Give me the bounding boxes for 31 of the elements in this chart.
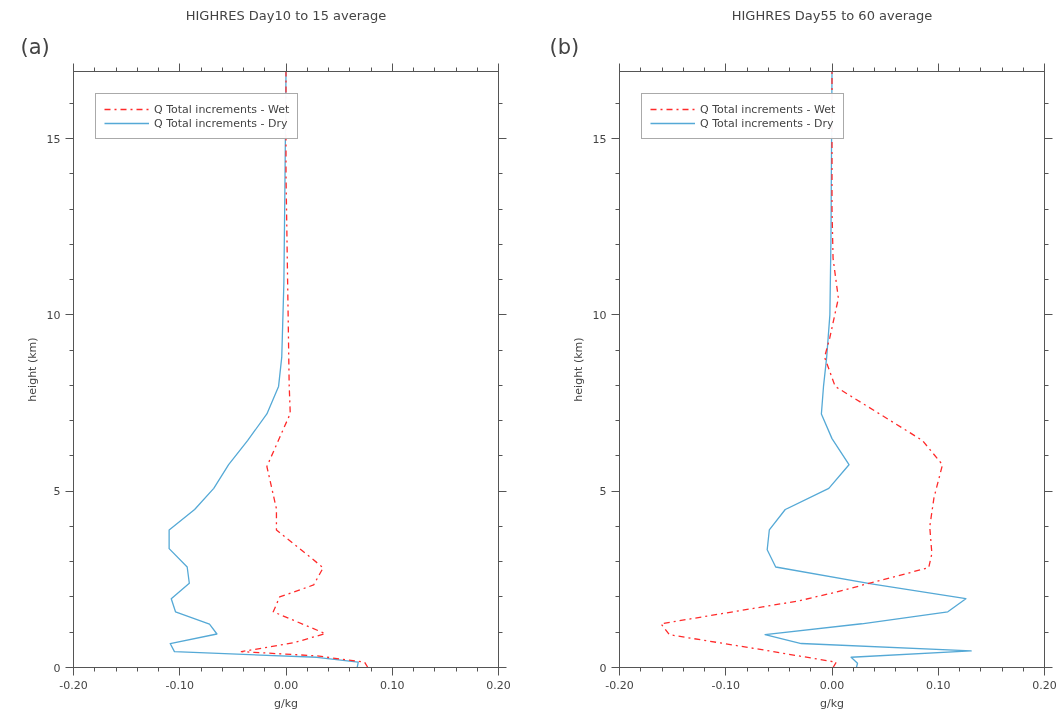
y-axis-title: height (km) (25, 337, 39, 402)
y-tick-label: 0 (599, 661, 607, 675)
x-tick-label: -0.10 (711, 678, 740, 692)
x-tick-label: 0.20 (1032, 678, 1057, 692)
x-tick-label: 0.00 (819, 678, 845, 692)
x-tick-label: -0.20 (605, 678, 634, 692)
y-tick-label: 0 (53, 661, 61, 675)
y-tick-label: 10 (592, 308, 607, 322)
legend-label: Q Total increments - Dry (154, 116, 288, 130)
y-tick-label: 5 (53, 485, 61, 499)
x-tick-label: -0.20 (59, 678, 88, 692)
chart-title: HIGHRES Day10 to 15 average (185, 7, 387, 23)
legend-label: Q Total increments - Dry (700, 116, 834, 130)
y-tick-label: 10 (46, 308, 61, 322)
x-tick-label: 0.10 (380, 678, 405, 692)
text: (b) (549, 34, 580, 59)
x-tick-label: -0.10 (165, 678, 194, 692)
x-tick-label: 0.00 (273, 678, 299, 692)
y-tick-label: 5 (599, 485, 607, 499)
x-axis-title: g/kg (273, 696, 299, 710)
y-tick-label: 15 (46, 132, 61, 146)
line-series (660, 71, 944, 668)
text: (a) (20, 34, 50, 59)
legend-label: Q Total increments - Wet (700, 102, 836, 116)
chart-title: HIGHRES Day55 to 60 average (731, 7, 933, 23)
x-axis-title: g/kg (819, 696, 845, 710)
x-tick-label: 0.10 (926, 678, 951, 692)
x-tick-label: 0.20 (486, 678, 511, 692)
y-tick-label: 15 (592, 132, 607, 146)
y-axis-title: height (km) (571, 337, 585, 402)
legend-label: Q Total increments - Wet (154, 102, 290, 116)
